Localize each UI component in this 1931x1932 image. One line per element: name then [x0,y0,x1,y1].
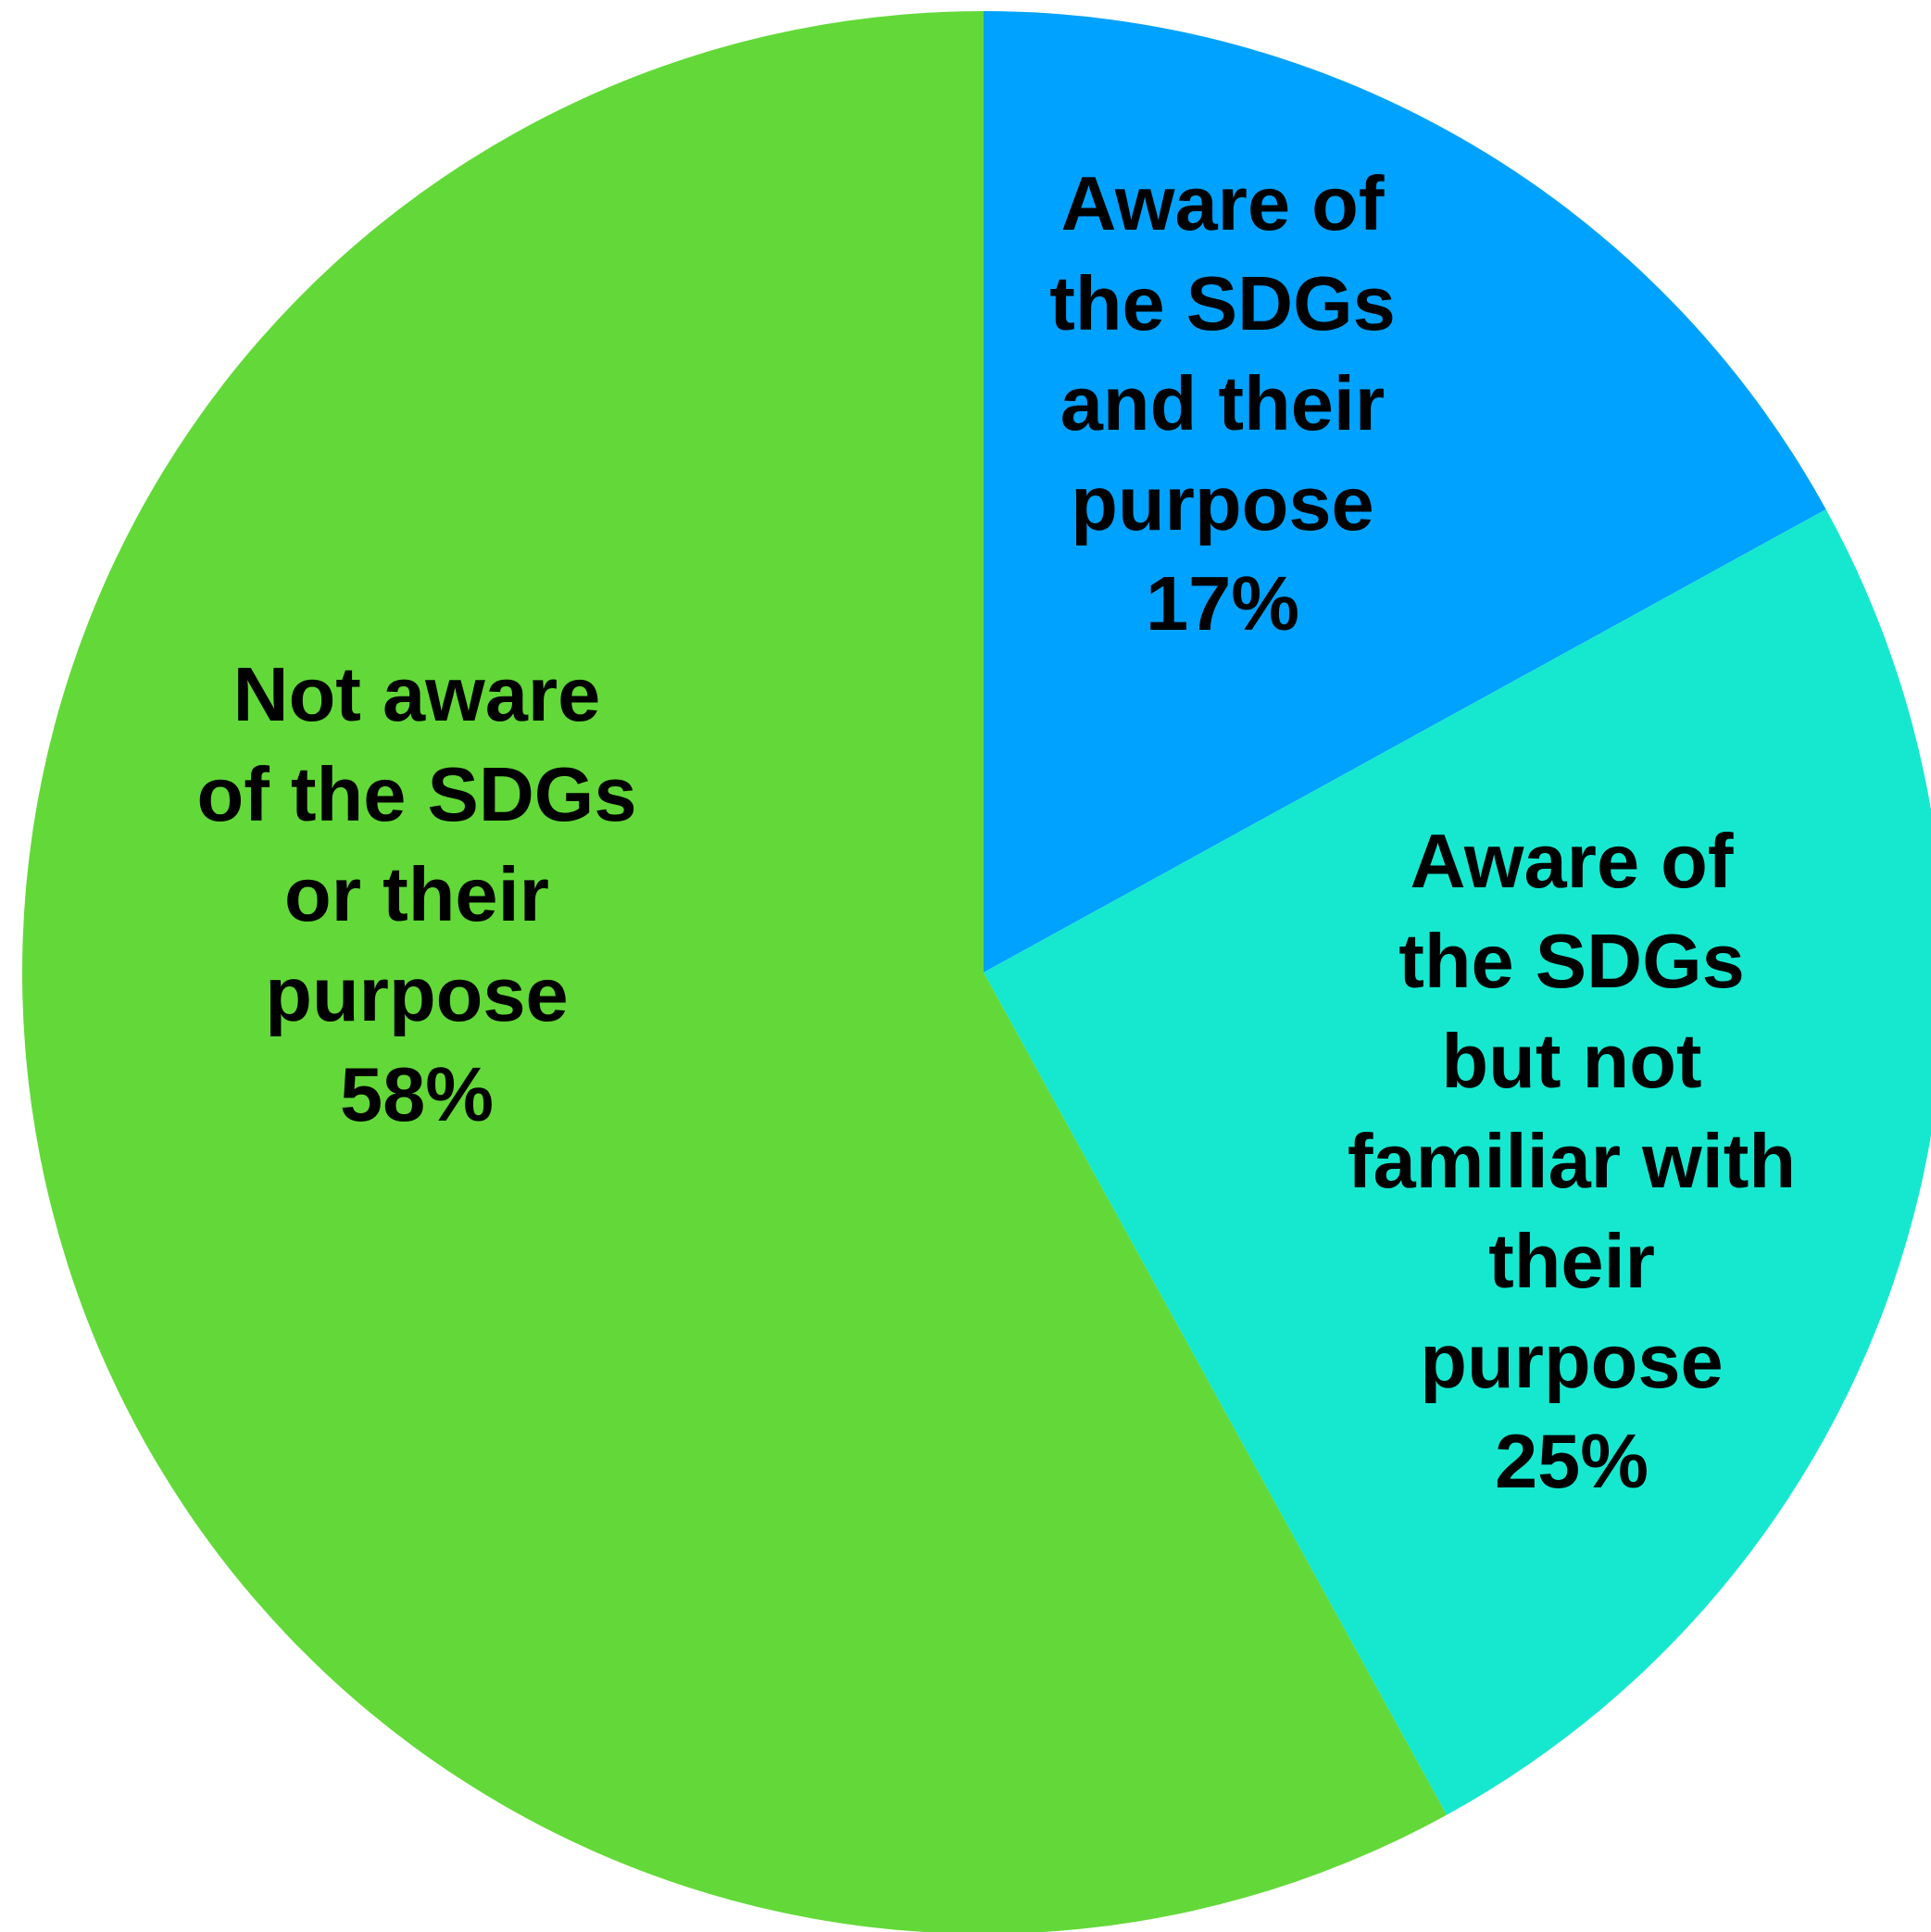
slice-label-line: purpose [1071,460,1373,546]
slice-label-line: 17% [1146,560,1299,646]
slice-label-line: and their [1060,360,1385,446]
pie-slices [22,11,1931,1932]
slice-label-line: or their [284,851,549,937]
slice-label-line: 58% [340,1051,494,1137]
slice-label-line: of the SDGs [197,751,637,837]
slice-label-3: Not aware of the SDGs or their purpose 58% [197,651,637,1137]
pie-labels: Aware of the SDGs and their purpose 17%Aware… [197,160,1797,1504]
slice-label-line: purpose [265,951,568,1037]
slice-label-line: the SDGs [1398,918,1745,1004]
slice-label-line: but not [1441,1018,1701,1104]
slice-label-line: 25% [1495,1418,1649,1504]
slice-label-1: Aware of the SDGs and their purpose 17% [1049,160,1396,646]
pie-slice-2 [984,508,1931,1815]
slice-label-line: familiar with [1348,1118,1796,1204]
slice-label-line: Not aware [233,651,601,737]
slice-label-line: purpose [1420,1318,1723,1404]
slice-label-line: the SDGs [1049,260,1396,346]
slice-label-line: their [1488,1218,1655,1304]
slice-label-2: Aware of the SDGs but not familiar with thei… [1348,818,1796,1504]
pie-slice-3 [22,11,1448,1932]
slice-label-line: Aware of [1410,818,1733,904]
pie-slice-1 [984,11,1826,972]
slice-label-line: Aware of [1060,160,1384,246]
